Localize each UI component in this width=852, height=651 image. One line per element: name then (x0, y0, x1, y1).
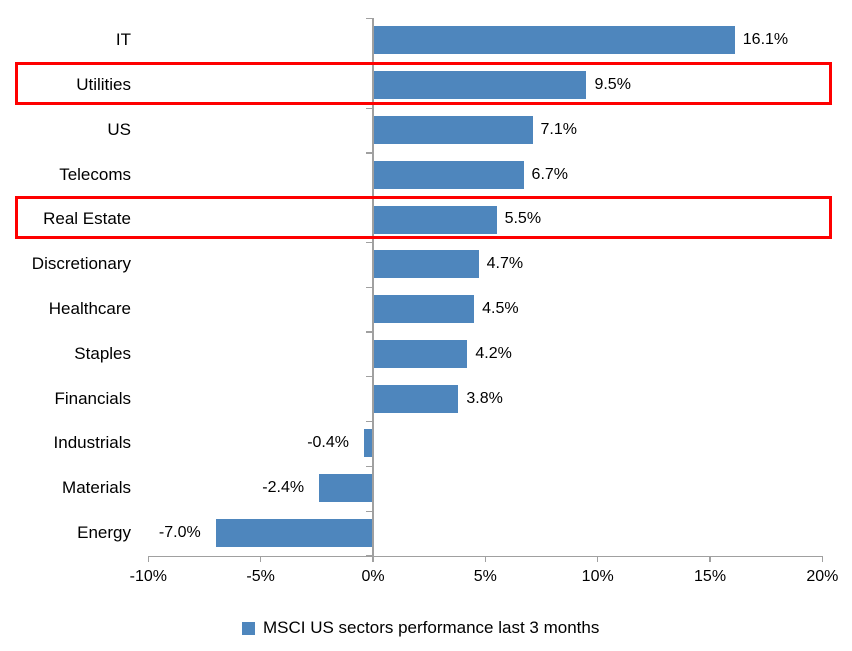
bar (373, 295, 475, 324)
bar (373, 384, 459, 413)
value-label: 7.1% (540, 120, 577, 138)
zero-axis-line (372, 18, 374, 556)
bar (373, 71, 587, 100)
category-label: Industrials (53, 433, 131, 453)
value-label: 5.5% (504, 210, 542, 228)
value-label: -7.0% (158, 523, 201, 541)
x-axis-tick-label: 0% (361, 567, 385, 585)
category-label: Financials (54, 388, 131, 408)
category-label: Discretionary (31, 254, 131, 274)
category-tick (366, 152, 372, 154)
x-axis-tick (709, 555, 711, 562)
x-axis-tick-label: -10% (129, 567, 167, 585)
category-label: Healthcare (48, 299, 131, 319)
x-axis-tick (372, 555, 374, 562)
category-label: US (107, 119, 131, 139)
bar (373, 250, 479, 279)
value-label: 16.1% (742, 31, 789, 49)
x-axis-tick (821, 555, 824, 562)
category-tick (366, 286, 372, 288)
value-label: 6.7% (531, 165, 569, 183)
category-tick (366, 510, 372, 512)
category-tick (366, 465, 372, 467)
bar (373, 339, 468, 368)
bar (215, 518, 373, 547)
bar (319, 474, 373, 503)
x-axis-tick-label: 15% (694, 567, 727, 585)
category-tick (366, 376, 372, 378)
legend-label: MSCI US sectors performance last 3 month… (263, 618, 600, 637)
category-label: IT (115, 30, 131, 50)
x-axis-tick-label: 5% (473, 567, 497, 585)
value-label: -2.4% (262, 479, 305, 497)
category-label: Staples (74, 343, 131, 363)
category-tick (366, 331, 372, 333)
bar (373, 160, 524, 189)
category-label: Utilities (76, 75, 131, 95)
category-tick (366, 241, 372, 244)
legend: MSCI US sectors performance last 3 month… (242, 618, 599, 638)
x-axis-tick (596, 555, 599, 562)
value-label: 4.7% (486, 255, 524, 273)
bar (373, 26, 735, 55)
highlight-box-utilities (15, 61, 832, 105)
x-axis-tick (484, 555, 487, 562)
value-label: 4.2% (475, 344, 512, 362)
highlight-box-real-estate (15, 196, 832, 239)
bar (364, 429, 373, 458)
category-label: Real Estate (43, 209, 131, 229)
category-tick (366, 18, 372, 20)
x-axis-tick-label: -5% (246, 567, 275, 585)
value-label: -0.4% (307, 434, 349, 452)
category-tick (366, 421, 372, 423)
value-label: 4.5% (482, 300, 519, 318)
value-label: 3.8% (466, 389, 503, 407)
category-tick (366, 107, 372, 109)
bar (373, 115, 533, 144)
value-label: 9.5% (594, 76, 631, 94)
category-label: Telecoms (59, 164, 131, 184)
x-axis-tick-label: 20% (806, 567, 839, 585)
x-axis-tick (259, 555, 262, 562)
bar (373, 205, 497, 234)
category-label: Energy (77, 522, 131, 542)
legend-swatch-icon (242, 621, 255, 635)
x-axis-tick-label: 10% (581, 567, 614, 585)
category-label: Materials (62, 478, 131, 498)
x-axis-tick (147, 555, 150, 562)
